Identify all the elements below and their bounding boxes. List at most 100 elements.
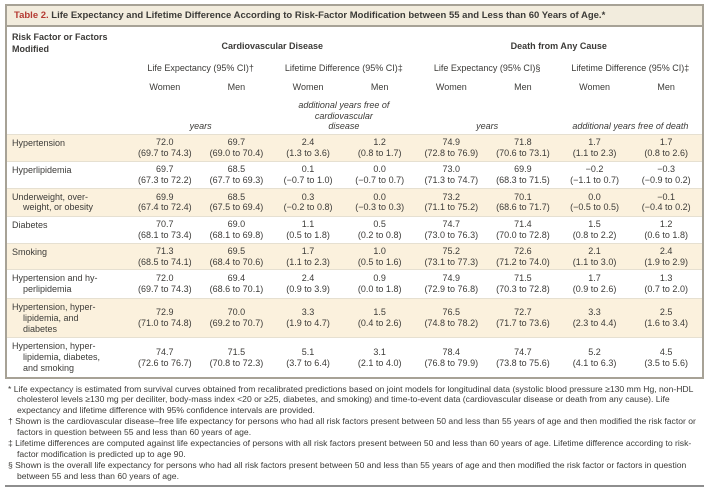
estimate-value: 69.5 xyxy=(227,245,246,256)
value-cell: 0.3 (−0.2 to 0.8) xyxy=(272,188,344,217)
estimate-value: 72.9 xyxy=(156,307,174,318)
confidence-interval: (68.5 to 74.1) xyxy=(138,256,192,267)
page: Table 2. Life Expectancy and Lifetime Di… xyxy=(5,4,704,487)
estimate-value: −0.1 xyxy=(657,191,676,202)
risk-factor-label: Hypertension, hyper- lipidemia, and diab… xyxy=(12,302,96,334)
units-row: years additional years free of cardiovas… xyxy=(7,94,702,135)
table-row: Hyperlipidemia 69.7 (67.3 to 72.2) 68.5 (6… xyxy=(7,161,702,189)
value-cell: 69.7 (69.0 to 70.4) xyxy=(201,135,273,162)
value-cell: 73.0 (71.3 to 74.7) xyxy=(416,162,488,189)
estimate-value: 0.5 xyxy=(373,219,386,230)
value-cell: 1.7 (0.9 to 2.6) xyxy=(559,270,631,299)
col-men: Men xyxy=(514,82,532,93)
group-cardiovascular-disease: Cardiovascular Disease xyxy=(221,41,324,52)
value-cell: 68.5 (67.5 to 69.4) xyxy=(201,188,273,217)
estimate-value: 69.7 xyxy=(227,137,246,148)
estimate-value: 2.4 xyxy=(301,273,315,284)
confidence-interval: (3.5 to 5.6) xyxy=(644,357,688,368)
estimate-value: 0.0 xyxy=(373,164,386,175)
estimate-value: 72.7 xyxy=(514,307,532,318)
col-women: Women xyxy=(579,82,610,93)
footnote-dagger: † Shown is the cardiovascular disease–fr… xyxy=(8,416,701,437)
value-cell: 68.5 (67.7 to 69.3) xyxy=(201,162,273,189)
confidence-interval: (1.1 to 2.3) xyxy=(286,256,330,267)
confidence-interval: (68.1 to 69.8) xyxy=(209,230,264,241)
confidence-interval: (4.1 to 6.3) xyxy=(572,357,617,368)
value-cell: 0.5 (0.2 to 0.8) xyxy=(344,217,416,244)
value-cell: 1.3 (0.7 to 2.0) xyxy=(630,270,702,299)
footnote-asterisk: * Life expectancy is estimated from surv… xyxy=(8,384,701,415)
confidence-interval: (−0.4 to 0.2) xyxy=(641,202,691,213)
confidence-interval: (73.1 to 77.3) xyxy=(424,256,479,267)
confidence-interval: (0.8 to 1.7) xyxy=(357,148,402,159)
value-cell: 0.0 (−0.3 to 0.3) xyxy=(344,188,416,217)
estimate-value: 0.1 xyxy=(301,164,315,175)
confidence-interval: (2.3 to 4.4) xyxy=(572,318,617,329)
value-cell: 69.9 (67.4 to 72.4) xyxy=(129,188,201,217)
estimate-value: 73.2 xyxy=(442,191,461,202)
confidence-interval: (71.0 to 74.8) xyxy=(138,318,192,329)
value-cell: 69.0 (68.1 to 69.8) xyxy=(201,217,273,244)
estimate-value: 68.5 xyxy=(227,164,246,175)
col-men: Men xyxy=(657,82,675,93)
confidence-interval: (72.8 to 76.9) xyxy=(424,148,479,159)
estimate-value: 74.7 xyxy=(156,346,174,357)
value-cell: 5.1 (3.7 to 6.4) xyxy=(272,338,344,377)
estimate-value: 1.7 xyxy=(301,245,315,256)
confidence-interval: (−0.9 to 0.2) xyxy=(641,174,691,185)
confidence-interval: (0.5 to 1.6) xyxy=(357,256,402,267)
confidence-interval: (−0.7 to 1.0) xyxy=(283,174,333,185)
estimate-value: 1.7 xyxy=(588,273,601,284)
col-women: Women xyxy=(292,82,324,93)
table-number: Table 2. xyxy=(14,10,49,21)
confidence-interval: (69.7 to 74.3) xyxy=(138,148,192,159)
risk-factor-label: Hyperlipidemia xyxy=(12,165,72,176)
units-years: years xyxy=(476,121,499,132)
value-cell: 71.3 (68.5 to 74.1) xyxy=(129,243,201,270)
value-cell: 0.1 (−0.7 to 1.0) xyxy=(272,162,344,189)
confidence-interval: (72.6 to 76.7) xyxy=(138,357,192,368)
col-women: Women xyxy=(435,82,467,93)
estimate-value: 74.7 xyxy=(442,219,461,230)
value-cell: 1.5 (0.8 to 2.2) xyxy=(559,217,631,244)
estimate-value: 1.7 xyxy=(588,137,601,148)
data-table: Risk Factor or Factors Modified Cardiova… xyxy=(7,27,702,376)
table2-card: Table 2. Life Expectancy and Lifetime Di… xyxy=(5,4,704,379)
estimate-value: 0.0 xyxy=(588,191,601,202)
estimate-value: 0.3 xyxy=(301,191,315,202)
value-cell: 74.7 (73.8 to 75.6) xyxy=(487,338,559,377)
value-cell: 2.4 (0.9 to 3.9) xyxy=(272,270,344,299)
confidence-interval: (70.0 to 72.8) xyxy=(496,230,550,241)
risk-factor-label: Hypertension, hyper- lipidemia, diabetes… xyxy=(12,341,101,373)
value-cell: −0.3 (−0.9 to 0.2) xyxy=(630,162,702,189)
confidence-interval: (0.7 to 2.0) xyxy=(644,284,688,295)
value-cell: 74.9 (72.8 to 76.9) xyxy=(416,135,488,162)
group-death-any-cause: Death from Any Cause xyxy=(510,41,607,52)
estimate-value: 74.9 xyxy=(442,137,461,148)
table-row: Hypertension and hy- perlipidemia 72.0 (6… xyxy=(7,269,702,299)
confidence-interval: (71.2 to 74.0) xyxy=(496,256,550,267)
estimate-value: 71.5 xyxy=(514,273,532,284)
confidence-interval: (71.1 to 75.2) xyxy=(424,202,479,213)
value-cell: 75.2 (73.1 to 77.3) xyxy=(416,243,488,270)
value-cell: 71.5 (70.3 to 72.8) xyxy=(487,270,559,299)
confidence-interval: (−1.1 to 0.7) xyxy=(570,174,619,185)
value-cell: 0.9 (0.0 to 1.8) xyxy=(344,270,416,299)
value-cell: 3.3 (2.3 to 4.4) xyxy=(559,299,631,338)
confidence-interval: (1.1 to 3.0) xyxy=(572,256,617,267)
footnotes: * Life expectancy is estimated from surv… xyxy=(5,379,704,481)
subheader-row: Life Expectancy (95% CI)† Lifetime Diffe… xyxy=(7,54,702,75)
value-cell: 73.2 (71.1 to 75.2) xyxy=(416,188,488,217)
confidence-interval: (1.6 to 3.4) xyxy=(644,318,688,329)
value-cell: 1.7 (0.8 to 2.6) xyxy=(630,135,702,162)
value-cell: 1.2 (0.8 to 1.7) xyxy=(344,135,416,162)
confidence-interval: (1.1 to 2.3) xyxy=(572,148,617,159)
value-cell: −0.1 (−0.4 to 0.2) xyxy=(630,188,702,217)
value-cell: 76.5 (74.8 to 78.2) xyxy=(416,299,488,338)
value-cell: 71.8 (70.6 to 73.1) xyxy=(487,135,559,162)
risk-factor-label: Hypertension xyxy=(12,138,66,149)
value-cell: 72.0 (69.7 to 74.3) xyxy=(129,135,201,162)
estimate-value: 1.1 xyxy=(301,219,315,230)
estimate-value: 5.1 xyxy=(301,346,315,357)
risk-factor-label: Underweight, over- weight, or obesity xyxy=(12,191,94,213)
